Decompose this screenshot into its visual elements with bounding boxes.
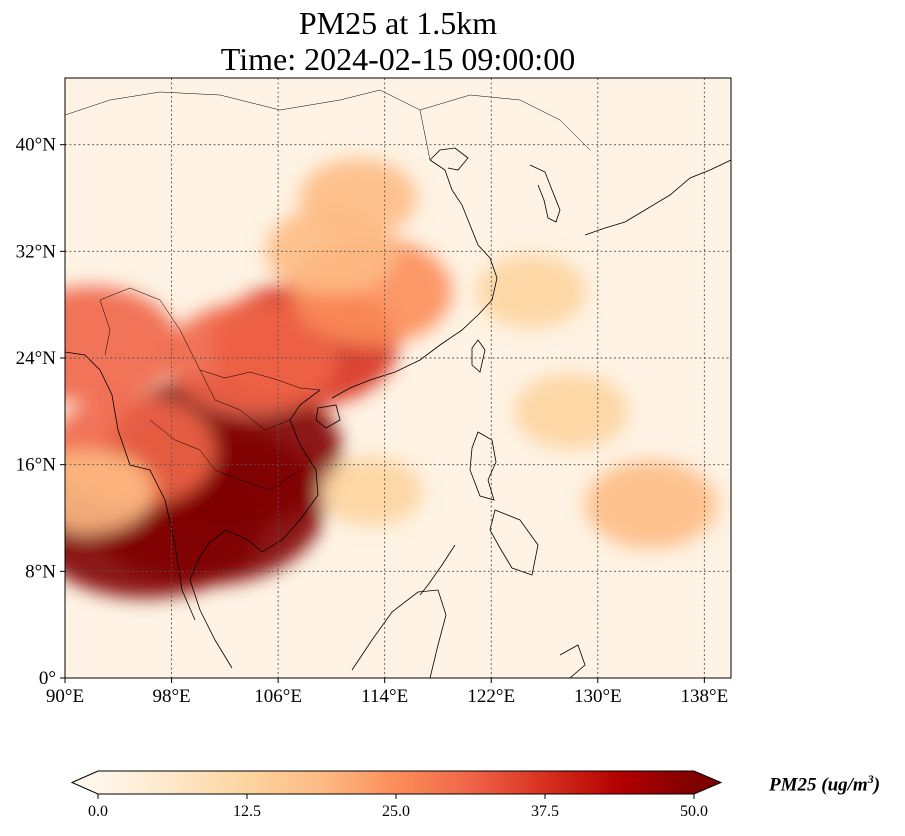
colorbar: 0.0 12.5 25.0 37.5 50.0 [70,770,723,820]
colorbar-ticks: 0.0 12.5 25.0 37.5 50.0 [88,794,708,820]
lat-tick-label: 0° [39,668,56,689]
colorbar-extend-low [72,771,98,794]
colorbar-extend-high [694,771,721,794]
lat-tick-label: 16°N [16,455,57,476]
gridlines [65,78,731,678]
border-cambodia [239,469,301,491]
coast-borneo [351,589,447,678]
colorbar-tick-label: 12.5 [233,803,261,820]
pm25-plume [514,373,629,450]
colorbar-label-sup: 3 [867,772,874,786]
pm25-plume [65,286,180,404]
coast-china-east [331,159,498,399]
lon-tick-label: 106°E [254,686,302,707]
pm25-plume [476,254,587,329]
map-plot-area[interactable] [4,78,731,678]
colorbar-tick-label: 0.0 [88,803,108,820]
lat-tick-label: 32°N [16,241,57,262]
map-axes: 90°E 98°E 106°E 114°E 122°E 130°E 138°E 0° 8°N 16… [16,135,729,707]
colorbar-tick-label: 50.0 [680,803,708,820]
border-china-south [99,287,321,391]
map-title-line1: PM25 at 1.5km [298,5,498,41]
colorbar-tick-label: 25.0 [382,803,410,820]
border-russia-china [419,94,591,151]
pm25-plume [585,460,718,549]
border-laos [199,369,291,431]
lon-tick-label: 90°E [46,686,84,707]
coast-vietnam [261,389,321,553]
coast-palawan [419,544,456,596]
pm25-plume [299,158,417,238]
lon-tick-label: 98°E [152,686,190,707]
map-title-line2: Time: 2024-02-15 09:00:00 [220,41,576,77]
coast-bohai [429,147,469,171]
pm25-plume [319,456,423,526]
lon-tick-label: 130°E [574,686,622,707]
coast-philippines-luzon [469,431,497,501]
colorbar-tick-label: 37.5 [531,803,559,820]
map-frame [64,77,732,679]
border-india-myanmar [99,299,111,356]
colorbar-label: PM25 (ug/m3) [769,772,881,796]
pm25-field [65,158,718,598]
lat-tick-label: 40°N [16,135,57,156]
colorbar-gradient [98,771,694,794]
border-mongolia [65,89,431,161]
coast-sulawesi [559,644,586,678]
border-thailand [149,419,241,481]
lon-tick-label: 114°E [361,686,408,707]
lon-tick-label: 122°E [467,686,515,707]
coast-korea [529,164,561,223]
country-borders [65,89,591,491]
coast-gulf-thailand [189,529,263,669]
pm25-plume [65,449,155,533]
coast-hainan [315,404,341,429]
coast-taiwan [471,339,486,373]
lon-tick-label: 138°E [681,686,729,707]
coast-japan [584,159,731,236]
lat-tick-label: 8°N [25,561,56,582]
lat-tick-label: 24°N [16,348,57,369]
